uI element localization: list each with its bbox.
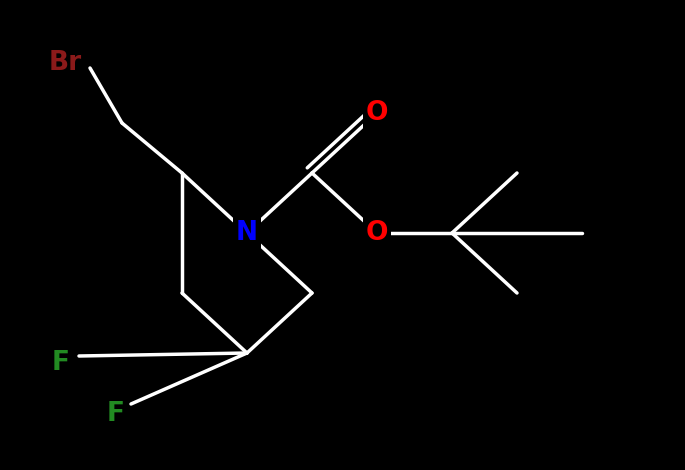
Text: F: F [52,350,70,376]
Text: O: O [366,220,388,246]
Text: F: F [107,401,125,427]
Text: O: O [366,100,388,126]
Text: N: N [236,220,258,246]
Text: Br: Br [49,50,82,76]
